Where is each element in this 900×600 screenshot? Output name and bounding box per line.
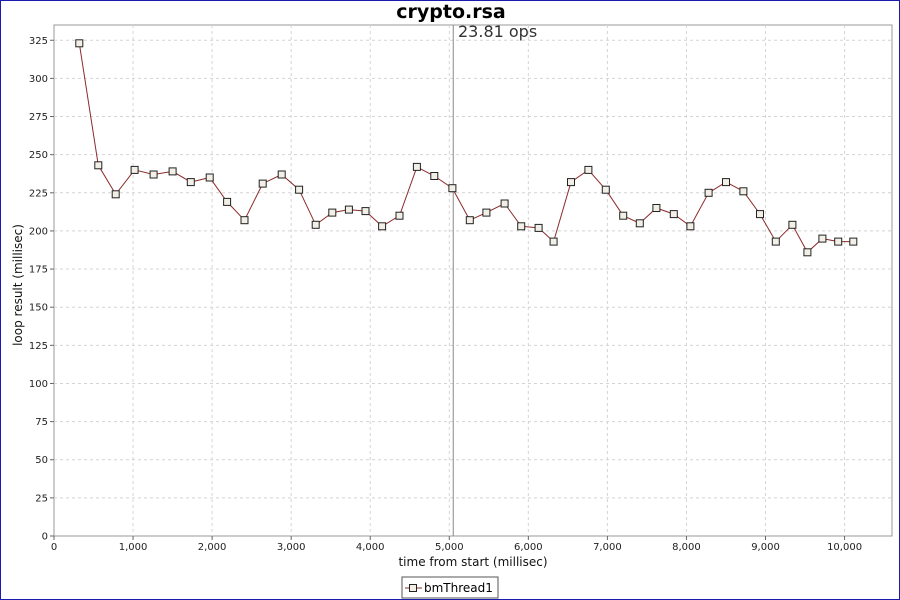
data-point	[635, 219, 644, 228]
data-point	[756, 210, 764, 219]
x-tick-label: 4,000	[356, 542, 385, 553]
data-point	[849, 237, 858, 246]
x-tick-label: 6,000	[514, 542, 543, 553]
data-point	[130, 165, 139, 174]
data-point	[686, 222, 695, 231]
data-point	[619, 211, 628, 220]
y-axis-label: loop result (millisec)	[11, 224, 25, 346]
data-point	[669, 210, 678, 219]
data-point	[412, 162, 421, 171]
data-point	[465, 216, 474, 225]
y-tick-label: 225	[29, 188, 48, 199]
x-tick-label: 10,000	[827, 542, 862, 553]
x-tick-label: 7,000	[593, 542, 622, 553]
data-point	[75, 39, 84, 48]
x-tick-label: 3,000	[277, 542, 306, 553]
data-point	[258, 179, 267, 188]
legend-marker-swatch	[409, 584, 417, 592]
data-point	[818, 234, 827, 243]
data-point	[567, 178, 575, 187]
legend-label: bmThread1	[424, 581, 493, 595]
y-tick-label: 175	[29, 265, 48, 276]
data-point	[295, 185, 304, 194]
y-tick-label: 100	[29, 379, 48, 390]
data-point	[652, 204, 661, 212]
data-point	[361, 207, 370, 216]
legend: bmThread1	[401, 576, 499, 599]
data-point	[149, 170, 158, 179]
y-tick-label: 75	[35, 417, 48, 428]
data-point	[223, 197, 232, 206]
data-point	[111, 190, 120, 199]
data-point	[448, 184, 457, 193]
data-point	[704, 188, 713, 197]
data-point	[722, 178, 730, 187]
x-tick-label: 8,000	[672, 542, 701, 553]
data-point	[788, 220, 797, 229]
data-point	[803, 248, 812, 257]
data-point	[205, 173, 214, 182]
data-point	[549, 237, 558, 246]
y-tick-label: 0	[42, 532, 48, 543]
data-point	[430, 172, 439, 180]
data-point	[94, 161, 103, 170]
x-tick-label: 5,000	[435, 542, 464, 553]
data-point	[739, 187, 748, 196]
y-tick-label: 300	[29, 74, 48, 85]
y-axis-ticks: 0 25 50 75 100 125 150 175 200 225 250 275 300 325	[29, 36, 54, 543]
data-point	[834, 237, 843, 246]
data-point	[500, 199, 509, 208]
data-point	[344, 205, 353, 214]
x-tick-label: 9,000	[751, 542, 780, 553]
data-point	[517, 222, 526, 231]
data-point	[601, 185, 610, 194]
y-tick-label: 250	[29, 150, 48, 161]
data-point	[534, 223, 543, 232]
ops-annotation: 23.81 ops	[458, 22, 537, 41]
data-point	[584, 165, 593, 174]
data-point	[311, 220, 320, 229]
series-line	[78, 43, 854, 254]
x-tick-label: 0	[51, 542, 57, 553]
data-point	[395, 211, 404, 220]
x-axis-label: time from start (millisec)	[398, 555, 547, 569]
data-point	[328, 208, 337, 217]
chart-title: crypto.rsa	[396, 1, 505, 23]
data-point	[378, 222, 387, 231]
y-tick-label: 125	[29, 341, 48, 352]
data-point	[482, 208, 491, 217]
plot-area	[53, 24, 893, 537]
y-tick-label: 150	[29, 303, 48, 314]
x-axis-ticks: 0 1,000 2,000 3,000 4,000 5,000 6,000 7,000 8,00…	[51, 536, 862, 553]
y-tick-label: 275	[29, 112, 48, 123]
grid-lines	[54, 25, 892, 536]
data-point	[771, 237, 780, 246]
data-point	[277, 170, 286, 179]
legend-box	[401, 576, 499, 599]
data-point	[186, 178, 195, 187]
y-tick-label: 25	[35, 493, 48, 504]
data-point	[168, 167, 177, 176]
series-bmThread1	[75, 39, 858, 257]
y-tick-label: 50	[35, 455, 48, 466]
data-point	[240, 216, 249, 225]
x-tick-label: 2,000	[198, 542, 227, 553]
y-tick-label: 200	[29, 226, 48, 237]
x-tick-label: 1,000	[119, 542, 148, 553]
y-tick-label: 325	[29, 36, 48, 47]
